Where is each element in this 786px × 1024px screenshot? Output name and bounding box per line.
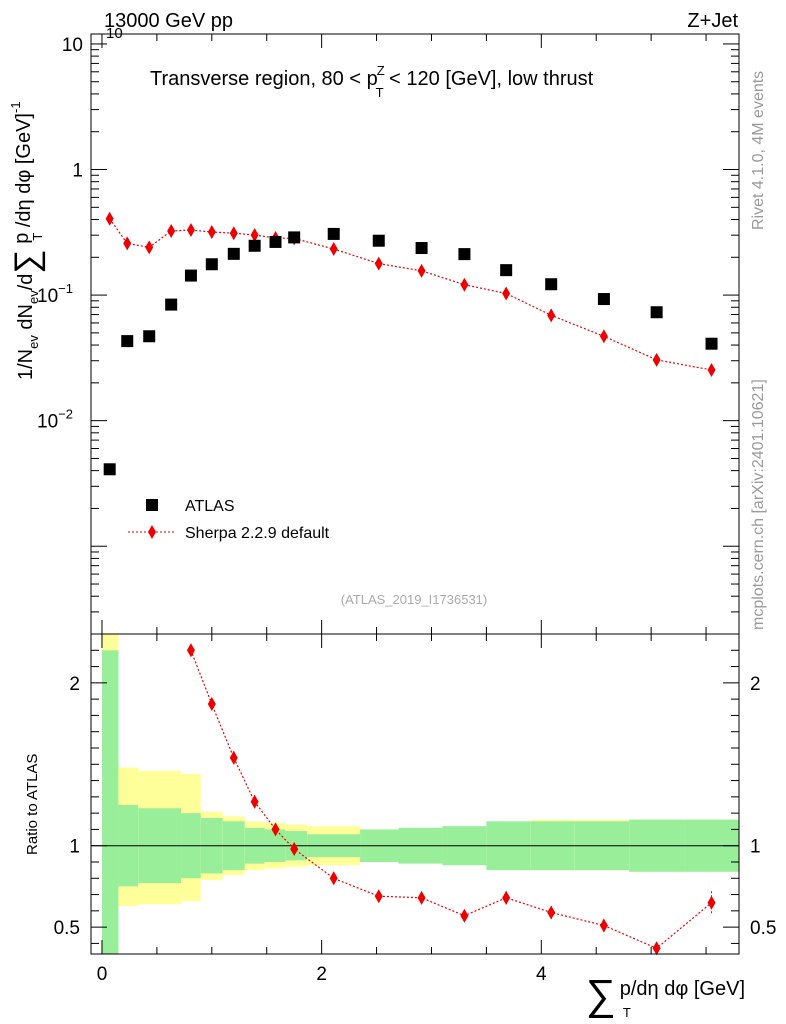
ratio-point — [271, 822, 280, 837]
sherpa-point — [186, 222, 195, 237]
sherpa-point — [167, 223, 176, 238]
atlas-point — [227, 247, 240, 260]
ratio-y-tick-label: 2 — [69, 674, 80, 695]
atlas-point — [121, 335, 134, 348]
ratio-point — [207, 697, 216, 712]
sherpa-point — [599, 329, 608, 344]
ratio-point — [599, 918, 608, 933]
sherpa-point — [145, 240, 154, 255]
atlas-point — [650, 306, 663, 319]
ratio-series — [186, 643, 716, 956]
process-label: Z+Jet — [687, 10, 738, 32]
ratio-point — [417, 890, 426, 905]
atlas-point — [327, 227, 340, 240]
ratio-point — [460, 908, 469, 923]
atlas-point — [545, 278, 558, 291]
legend: ATLAS Sherpa 2.2.9 default — [128, 498, 330, 542]
ratio-point — [229, 750, 238, 765]
ratio-panel-ticks — [91, 634, 739, 954]
atlas-point — [458, 248, 471, 261]
atlas-point — [372, 234, 385, 247]
ratio-y-tick-label: 0.5 — [54, 918, 80, 939]
analysis-reference: (ATLAS_2019_I1736531) — [341, 592, 487, 607]
plot-title: Transverse region, 80 < pZ T < 120 [GeV],… — [150, 63, 594, 100]
ratio-point — [652, 941, 661, 956]
x-axis-label: ∑ p T/dη dφ [GeV] — [586, 971, 745, 1020]
ratio-panel-frame — [90, 633, 740, 955]
ratio-y-axis-label: Ratio to ATLAS — [24, 754, 41, 855]
sherpa-point — [207, 224, 216, 239]
atlas-point — [269, 235, 282, 248]
atlas-point — [705, 337, 718, 350]
atlas-point — [205, 258, 218, 271]
sherpa-point — [547, 308, 556, 323]
ratio-point — [250, 794, 259, 809]
svg-text:1/Nev dNev/d∑ pT /dη dφ [GeV]: 1/Nev dNev/d∑ pT /dη dφ [GeV]-1 — [8, 101, 46, 380]
x-tick-label: 2 — [316, 964, 327, 985]
ratio-point — [707, 895, 716, 910]
atlas-point — [143, 330, 156, 343]
atlas-point — [165, 298, 178, 311]
ratio-y-tick-label-right: 0.5 — [750, 918, 776, 939]
main-series — [103, 211, 718, 476]
main-y-tick-label: 10 — [62, 35, 83, 56]
main-y-tick-exponent: −1 — [58, 281, 73, 296]
mcplots-label: mcplots.cern.ch [arXiv:2401.10621] — [750, 379, 767, 630]
ratio-y-tick-label-right: 2 — [750, 674, 761, 695]
ratio-y-tick-label-right: 1 — [750, 837, 761, 858]
sherpa-point — [460, 277, 469, 292]
sherpa-point — [329, 241, 338, 256]
ratio-point — [374, 889, 383, 904]
ratio-point — [502, 890, 511, 905]
ratio-uncertainty-bands — [101, 634, 739, 954]
atlas-point — [184, 269, 197, 282]
sherpa-point — [417, 263, 426, 278]
main-y-axis-label: 1/Nev dNev/d∑ pT /dη dφ [GeV]-1 — [8, 101, 46, 380]
ratio-y-tick-labels: 0.5 0.5 1 1 2 2 — [54, 674, 777, 939]
ratio-y-tick-label: 1 — [69, 837, 80, 858]
main-panel-ticks — [91, 34, 739, 635]
x-tick-label: 0 — [97, 964, 108, 985]
ratio-line — [190, 650, 712, 949]
sherpa-point — [105, 211, 114, 226]
atlas-point — [415, 242, 428, 255]
atlas-point — [288, 231, 301, 244]
ratio-x-tick-labels: 0 2 4 — [97, 964, 547, 985]
sherpa-point — [652, 352, 661, 367]
ratio-point — [290, 841, 299, 856]
atlas-point — [103, 463, 116, 476]
ratio-point — [329, 871, 338, 886]
sherpa-point — [707, 363, 716, 378]
sherpa-point — [502, 286, 511, 301]
atlas-point — [500, 264, 513, 277]
legend-marker-atlas — [146, 499, 158, 511]
sherpa-line — [109, 218, 712, 371]
legend-label-atlas: ATLAS — [185, 498, 235, 515]
collision-label: 13000 GeV pp — [104, 10, 233, 32]
rivet-version-label: Rivet 4.1.0, 4M events — [750, 71, 767, 230]
legend-marker-sherpa — [148, 525, 156, 539]
main-panel-frame — [90, 33, 740, 635]
atlas-point — [597, 293, 610, 306]
sherpa-point — [123, 236, 132, 251]
main-y-tick-exponent: −2 — [58, 407, 73, 422]
main-y-tick-label: 10−1 — [37, 281, 73, 307]
sherpa-point — [229, 226, 238, 241]
ratio-band-inner — [101, 650, 119, 954]
main-y-tick-label: 10−2 — [37, 407, 73, 433]
ratio-point — [186, 643, 195, 658]
sherpa-point — [374, 256, 383, 271]
stray-tick-label: 10 — [106, 25, 123, 42]
legend-label-sherpa: Sherpa 2.2.9 default — [185, 525, 330, 542]
x-tick-label: 4 — [536, 964, 547, 985]
sherpa-point — [250, 227, 259, 242]
ratio-point — [547, 905, 556, 920]
main-y-tick-label: 1 — [72, 161, 83, 182]
atlas-point — [248, 239, 261, 252]
